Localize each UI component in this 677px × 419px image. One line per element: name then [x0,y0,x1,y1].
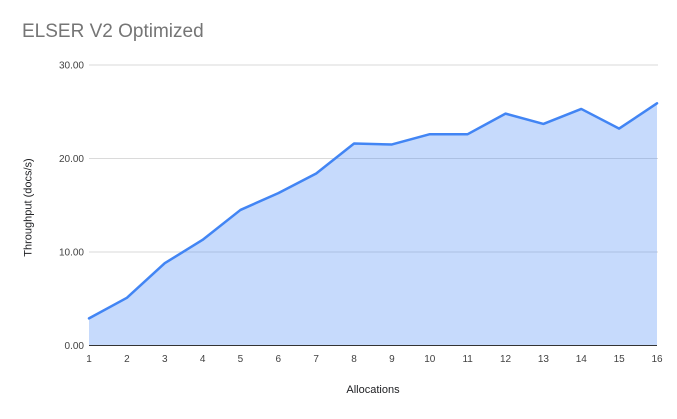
y-tick-label: 30.00 [59,61,84,72]
x-tick-label: 16 [651,354,663,365]
x-tick-label: 11 [462,354,473,365]
x-tick-label: 2 [124,354,130,365]
x-tick-label: 9 [389,354,395,365]
area-fill [89,103,657,346]
chart-title: ELSER V2 Optimized [22,21,204,42]
y-tick-label: 10.00 [59,248,84,259]
x-tick-label: 15 [614,354,626,365]
x-tick-label: 5 [238,354,244,365]
x-tick-label: 14 [576,354,588,365]
x-tick-label: 12 [500,354,512,365]
x-tick-label: 8 [351,354,357,365]
x-tick-label: 4 [200,354,206,365]
y-tick-label: 0.00 [65,341,85,352]
x-tick-label: 7 [313,354,319,365]
y-tick-label: 20.00 [59,154,84,165]
x-tick-label: 3 [162,354,168,365]
x-tick-label: 1 [86,354,92,365]
data-line [87,102,659,320]
x-tick-label: 13 [538,354,550,365]
x-tick-label: 6 [276,354,282,365]
x-tick-label: 10 [424,354,436,365]
x-axis-title: Allocations [346,384,400,396]
